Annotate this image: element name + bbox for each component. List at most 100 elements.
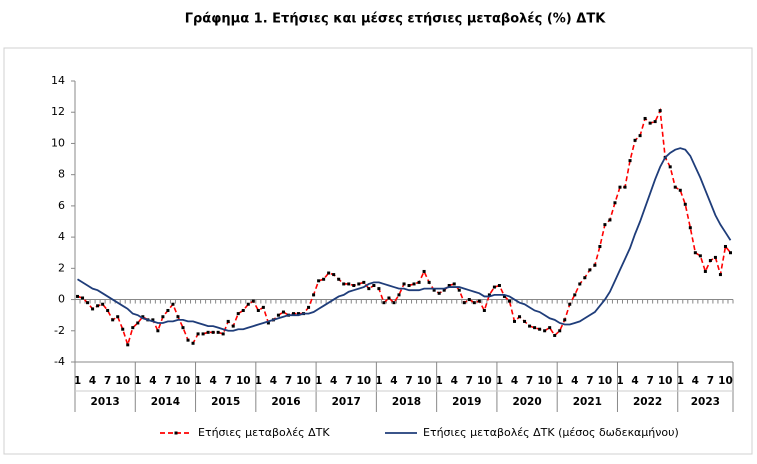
x-tick-label: 1 (255, 375, 262, 387)
x-tick-label: 4 (330, 375, 337, 387)
point-marker (628, 159, 632, 163)
x-tick-label: 1 (315, 375, 322, 387)
x-tick-label: 1 (496, 375, 503, 387)
point-marker (618, 185, 622, 189)
point-marker (568, 302, 572, 306)
point-marker (427, 280, 431, 284)
point-marker (276, 313, 280, 317)
point-marker (447, 284, 451, 288)
point-marker (683, 202, 687, 206)
point-marker (523, 319, 527, 323)
point-marker (678, 188, 682, 192)
point-marker (171, 302, 175, 306)
point-marker (613, 201, 617, 205)
point-marker (638, 134, 642, 138)
point-marker (507, 299, 511, 303)
point-marker (367, 287, 371, 291)
year-label: 2014 (151, 396, 180, 408)
point-marker (231, 324, 235, 328)
x-tick-label: 4 (270, 375, 277, 387)
x-tick-label: 4 (451, 375, 458, 387)
point-marker (457, 288, 461, 292)
point-marker (563, 318, 567, 322)
point-marker (648, 121, 652, 125)
point-marker (307, 305, 311, 309)
point-marker (608, 218, 612, 222)
x-tick-label: 7 (526, 375, 533, 387)
point-marker (191, 341, 195, 345)
year-label: 2017 (332, 396, 361, 408)
x-tick-label: 10 (537, 375, 552, 387)
point-marker (181, 326, 185, 330)
series-line (77, 107, 732, 348)
point-marker (317, 279, 321, 283)
point-marker (121, 327, 125, 331)
point-marker (141, 315, 145, 319)
year-label: 2019 (452, 396, 481, 408)
x-tick-label: 4 (149, 375, 156, 387)
x-tick-label: 10 (718, 375, 733, 387)
x-tick-label: 4 (631, 375, 638, 387)
point-marker (708, 259, 712, 263)
point-marker (718, 273, 722, 277)
x-tick-label: 10 (417, 375, 432, 387)
legend-marker (174, 431, 178, 435)
point-marker (467, 298, 471, 302)
point-marker (623, 185, 627, 189)
point-marker (412, 282, 416, 286)
point-marker (477, 299, 481, 303)
x-tick-label: 10 (115, 375, 130, 387)
point-marker (543, 329, 547, 333)
point-marker (352, 284, 356, 288)
point-marker (206, 330, 210, 334)
point-marker (291, 312, 295, 316)
point-marker (256, 308, 260, 312)
point-marker (472, 301, 476, 305)
y-tick-label: -2 (54, 324, 65, 337)
point-marker (91, 307, 95, 311)
point-marker (548, 326, 552, 330)
point-marker (633, 138, 637, 142)
point-marker (297, 312, 301, 316)
x-tick-label: 10 (477, 375, 492, 387)
point-marker (402, 282, 406, 286)
point-marker (201, 332, 205, 336)
point-marker (186, 338, 190, 342)
point-marker (362, 280, 366, 284)
legend-label: Ετήσιες μεταβολές ΔΤΚ (198, 426, 330, 439)
point-marker (211, 330, 215, 334)
chart-frame (3, 47, 753, 455)
point-marker (387, 296, 391, 300)
x-tick-label: 7 (586, 375, 593, 387)
point-marker (261, 305, 265, 309)
y-tick-label: 10 (51, 136, 65, 149)
legend-label: Ετήσιες μεταβολές ΔΤΚ (μέσος δωδεκαμήνου… (423, 426, 679, 439)
point-marker (226, 319, 230, 323)
point-marker (487, 293, 491, 297)
point-marker (136, 321, 140, 325)
point-marker (437, 291, 441, 295)
point-marker (673, 185, 677, 189)
point-marker (497, 284, 501, 288)
point-marker (382, 301, 386, 305)
point-marker (176, 315, 180, 319)
point-marker (156, 329, 160, 333)
point-marker (397, 293, 401, 297)
x-tick-label: 10 (598, 375, 613, 387)
point-marker (533, 326, 537, 330)
y-tick-label: -4 (54, 355, 65, 368)
point-marker (81, 296, 85, 300)
point-marker (86, 301, 90, 305)
point-marker (111, 318, 115, 322)
x-tick-label: 4 (511, 375, 518, 387)
x-tick-label: 1 (375, 375, 382, 387)
point-marker (377, 287, 381, 291)
point-marker (216, 330, 220, 334)
point-marker (116, 315, 120, 319)
x-tick-label: 4 (209, 375, 216, 387)
x-tick-label: 10 (296, 375, 311, 387)
point-marker (432, 288, 436, 292)
point-marker (573, 293, 577, 297)
point-marker (578, 282, 582, 286)
